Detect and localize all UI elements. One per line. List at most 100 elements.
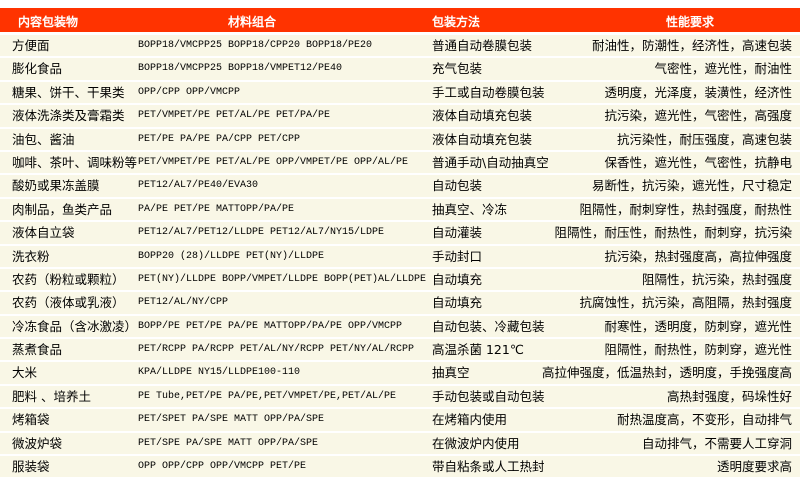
materials-cell: PET/RCPP PA/RCPP PET/AL/NY/RCPP PET/NY/A… [138,344,415,356]
method-cell: 自动填充 [432,295,483,311]
table-row: 咖啡、茶叶、调味粉等 PET/VMPET/PE PET/AL/PE OPP/VMP… [0,151,800,174]
contents-cell: 蒸煮食品 [12,342,63,358]
performance-cell: 耐寒性，透明度，防刺穿，遮光性 [604,318,792,334]
materials-cell: OPP/CPP OPP/VMCPP [138,86,241,98]
contents-cell: 酸奶或果冻盖膜 [12,178,100,194]
method-cell: 在微波炉内使用 [432,435,520,451]
contents-cell: 油包、酱油 [12,131,75,147]
table-row: 服装袋 OPP OPP/CPP OPP/VMCPP PET/PE 带自粘条或人工热封… [0,456,800,478]
performance-cell: 耐热温度高，不变形，自动排气 [616,412,792,428]
table-row: 冷冻食品（含冰激凌） BOPP/PE PET/PE PA/PE MATTOPP/P… [0,315,800,338]
table-row: 液体自立袋 PET12/AL7/PET12/LLDPE PET12/AL7/NY1… [0,222,800,244]
method-cell: 手工或自动卷膜包装 [432,84,545,100]
materials-cell: PA/PE PET/PE MATTOPP/PA/PE [138,203,295,215]
contents-cell: 膨化食品 [12,61,63,77]
method-cell: 液体自动填充包装 [432,131,533,147]
performance-cell: 透明度，光泽度，装潢性，经济性 [604,84,792,100]
materials-cell: BOPP18/VMCPP25 BOPP18/CPP20 BOPP18/PE20 [138,40,373,51]
materials-cell: BOPP/PE PET/PE PA/PE MATTOPP/PA/PE OPP/V… [138,320,403,332]
table-row: 酸奶或果冻盖膜 PET12/AL7/PE40/EVA30 自动包装 易断性，抗污染，遮… [0,175,800,197]
materials-cell: PET12/AL7/PET12/LLDPE PET12/AL7/NY15/LDP… [138,227,385,239]
materials-cell: OPP OPP/CPP OPP/VMCPP PET/PE [138,461,307,473]
materials-cell: PET12/AL/NY/CPP [138,297,229,309]
materials-cell: BOPP18/VMCPP25 BOPP18/VMPET12/PE40 [138,63,343,75]
table-row: 糖果、饼干、干果类 OPP/CPP OPP/VMCPP 手工或自动卷膜包装 透明度，光… [0,81,800,104]
performance-cell: 自动排气，不需要人工穿洞 [641,435,792,451]
method-cell: 高温杀菌 121℃ [432,342,524,358]
table-row: 农药（粉粒或颗粒） PET(NY)/LLDPE BOPP/VMPET/LLDPE … [0,268,800,291]
contents-cell: 肉制品，鱼类产品 [12,201,113,217]
method-cell: 在烤箱内使用 [432,412,508,428]
contents-cell: 服装袋 [12,459,50,475]
table-row: 蒸煮食品 PET/RCPP PA/RCPP PET/AL/NY/RCPP PET/… [0,339,800,361]
table-row: 微波炉袋 PET/SPE PA/SPE MATT OPP/PA/SPE 在微波炉内使… [0,432,800,455]
method-cell: 自动灌装 [432,225,483,241]
table-row: 农药（液体或乳液） PET12/AL/NY/CPP 自动填充 抗腐蚀性，抗污染，高阻隔… [0,292,800,314]
performance-cell: 抗污染性，耐压强度，高速包装 [616,131,792,147]
table-header: 内容包装物 材料组合 包装方法 性能要求 [0,8,800,32]
contents-cell: 液体洗涤类及膏霜类 [12,108,125,124]
contents-cell: 糖果、饼干、干果类 [12,84,125,100]
method-cell: 普通自动卷膜包装 [432,38,533,53]
header-method: 包装方法 [432,15,481,29]
performance-cell: 阻隔性，耐刺穿性，热封强度，耐热性 [579,201,792,217]
method-cell: 抽真空 [432,365,470,381]
performance-cell: 抗污染，遮光性，气密性，高强度 [604,108,792,124]
contents-cell: 方便面 [12,38,50,53]
method-cell: 手动包装或自动包装 [432,388,545,404]
table-row: 大米 KPA/LLDPE NY15/LLDPE100-110 抽真空 高拉伸强度，低温… [0,362,800,384]
contents-cell: 烤箱袋 [12,412,50,428]
performance-cell: 高热封强度，码垛性好 [666,388,792,404]
header-contents: 内容包装物 [18,15,79,29]
materials-cell: PET12/AL7/PE40/EVA30 [138,180,259,192]
contents-cell: 微波炉袋 [12,435,63,451]
table-row: 油包、酱油 PET/PE PA/PE PA/CPP PET/CPP 液体自动填充包装… [0,128,800,150]
performance-cell: 透明度要求高 [716,459,792,475]
method-cell: 充气包装 [432,61,483,77]
contents-cell: 农药（粉粒或颗粒） [12,271,125,287]
materials-cell: BOPP20 (28)/LLDPE PET(NY)/LLDPE [138,250,325,262]
table-row: 方便面 BOPP18/VMCPP25 BOPP18/CPP20 BOPP18/PE… [0,35,800,57]
contents-cell: 咖啡、茶叶、调味粉等 [12,154,138,170]
method-cell: 普通手动\自动抽真空 [432,154,549,170]
contents-cell: 洗衣粉 [12,248,50,264]
performance-cell: 易断性，抗污染，遮光性，尺寸稳定 [591,178,792,194]
table-row: 洗衣粉 BOPP20 (28)/LLDPE PET(NY)/LLDPE 手动封口 抗污… [0,245,800,267]
materials-cell: PET/SPET PA/SPE MATT OPP/PA/SPE [138,414,325,426]
method-cell: 手动封口 [432,248,483,264]
performance-cell: 阻隔性，抗污染，热封强度 [641,271,792,287]
contents-cell: 农药（液体或乳液） [12,295,125,311]
table-row: 肉制品，鱼类产品 PA/PE PET/PE MATTOPP/PA/PE 抽真空、冷冻… [0,198,800,221]
method-cell: 带自粘条或人工热封 [432,459,545,475]
method-cell: 自动包装 [432,178,483,194]
performance-cell: 阻隔性，耐热性，防刺穿，遮光性 [604,342,792,358]
table-row: 液体洗涤类及膏霜类 PET/VMPET/PE PET/AL/PE PET/PA/P… [0,105,800,127]
table-body: 方便面 BOPP18/VMCPP25 BOPP18/CPP20 BOPP18/PE… [0,35,800,479]
table-row: 膨化食品 BOPP18/VMCPP25 BOPP18/VMPET12/PE40 充气… [0,58,800,80]
header-performance: 性能要求 [666,15,715,29]
performance-cell: 高拉伸强度，低温热封，透明度，手挽强度高 [541,365,792,381]
materials-cell: PET(NY)/LLDPE BOPP/VMPET/LLDPE BOPP(PET)… [138,273,427,285]
performance-cell: 抗污染，热封强度高，高拉伸强度 [604,248,792,264]
contents-cell: 液体自立袋 [12,225,75,241]
materials-cell: PET/SPE PA/SPE MATT OPP/PA/SPE [138,437,319,449]
table-row: 肥料 、培养土 PE Tube,PET/PE PA/PE,PET/VMPET/PE… [0,385,800,408]
header-materials: 材料组合 [228,15,277,29]
contents-cell: 大米 [12,365,38,381]
materials-cell: PET/PE PA/PE PA/CPP PET/CPP [138,133,301,145]
method-cell: 自动填充 [432,271,483,287]
materials-cell: PET/VMPET/PE PET/AL/PE PET/PA/PE [138,110,331,122]
method-cell: 自动包装、冷藏包装 [432,318,545,334]
performance-cell: 阻隔性，耐压性，耐热性，耐刺穿，抗污染 [554,225,792,241]
performance-cell: 保香性，遮光性，气密性，抗静电 [604,154,792,170]
method-cell: 液体自动填充包装 [432,108,533,124]
contents-cell: 冷冻食品（含冰激凌） [12,318,138,334]
method-cell: 抽真空、冷冻 [432,201,508,217]
materials-cell: PET/VMPET/PE PET/AL/PE OPP/VMPET/PE OPP/… [138,156,409,168]
performance-cell: 抗腐蚀性，抗污染，高阻隔，热封强度 [579,295,792,311]
performance-cell: 耐油性，防潮性，经济性，高速包装 [591,38,792,53]
materials-cell: KPA/LLDPE NY15/LLDPE100-110 [138,367,301,379]
materials-cell: PE Tube,PET/PE PA/PE,PET/VMPET/PE,PET/AL… [138,390,397,402]
performance-cell: 气密性，遮光性，耐油性 [654,61,792,77]
table-row: 烤箱袋 PET/SPET PA/SPE MATT OPP/PA/SPE 在烤箱内使用… [0,409,800,431]
